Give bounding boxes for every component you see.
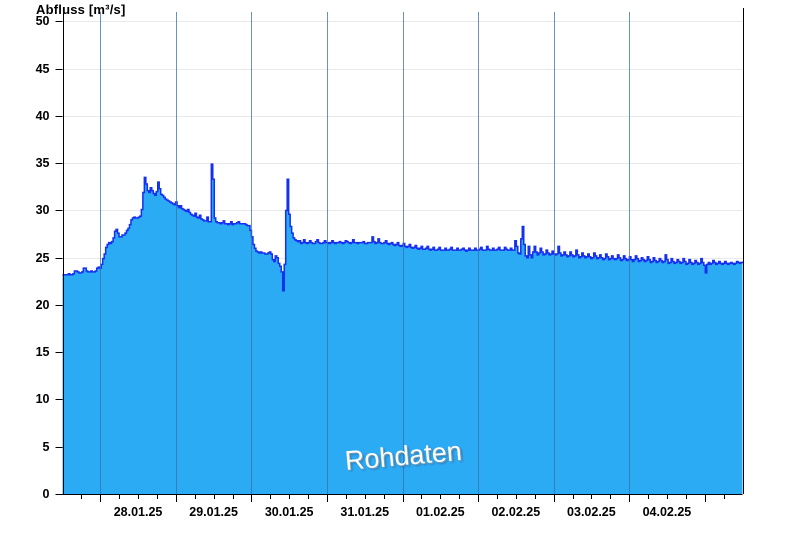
y-tick-label-30: 30 [36, 203, 50, 217]
x-tick-label-02.02.25: 02.02.25 [491, 505, 540, 519]
y-tick-label-20: 20 [36, 298, 50, 312]
y-tick-label-40: 40 [36, 109, 50, 123]
x-tick-label-30.01.25: 30.01.25 [265, 505, 314, 519]
y-tick-label-50: 50 [36, 14, 50, 28]
y-tick-label-45: 45 [36, 62, 50, 76]
y-tick-label-15: 15 [36, 345, 50, 359]
y-axis-ticks [55, 20, 63, 496]
chart-axis-title: Abfluss [m³/s] [36, 2, 126, 17]
y-tick-label-25: 25 [36, 251, 50, 265]
x-axis-ticks [81, 494, 725, 502]
discharge-line [62, 163, 744, 292]
x-tick-label-01.02.25: 01.02.25 [416, 505, 465, 519]
y-tick-label-10: 10 [36, 392, 50, 406]
x-axis-labels: 28.01.25 29.01.25 30.01.25 31.01.25 01.02.25… [114, 505, 692, 519]
x-tick-label-28.01.25: 28.01.25 [114, 505, 163, 519]
x-tick-label-29.01.25: 29.01.25 [189, 505, 238, 519]
series-group [62, 163, 744, 494]
x-tick-label-04.02.25: 04.02.25 [643, 505, 692, 519]
x-tick-label-03.02.25: 03.02.25 [567, 505, 616, 519]
discharge-area-fill [62, 164, 743, 494]
y-axis-labels: 0 5 10 15 20 25 30 35 40 45 50 [36, 14, 50, 501]
y-tick-label-0: 0 [43, 487, 50, 501]
y-tick-label-5: 5 [43, 440, 50, 454]
day-gridlines-overlay-group [100, 12, 630, 494]
x-tick-label-31.01.25: 31.01.25 [340, 505, 389, 519]
y-tick-label-35: 35 [36, 156, 50, 170]
